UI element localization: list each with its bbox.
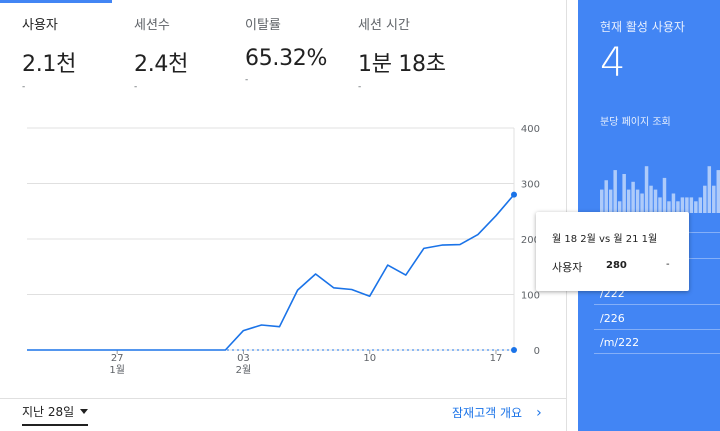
pageviews-bar xyxy=(622,174,626,213)
pageviews-bar xyxy=(689,197,694,213)
pageviews-bar xyxy=(685,197,689,213)
series-end-point xyxy=(511,191,517,198)
pageviews-bar xyxy=(604,180,608,213)
tooltip-metric-label: 사용자 xyxy=(552,261,583,274)
pageviews-bar xyxy=(671,193,676,213)
active-tab-indicator xyxy=(0,0,112,3)
pageviews-bar xyxy=(698,197,703,213)
metric-value: 2.1천 xyxy=(22,52,77,77)
pageviews-bar xyxy=(613,170,617,213)
x-tick-month-label: 2월 xyxy=(236,364,252,376)
x-tick-label: 10 xyxy=(363,353,376,364)
tooltip-metric-delta: - xyxy=(666,259,670,270)
metric-delta: - xyxy=(134,82,138,92)
realtime-page-row[interactable]: /m/222 xyxy=(600,336,640,349)
pageviews-bar xyxy=(617,201,622,213)
pageviews-bar xyxy=(640,193,644,213)
audience-overview-link[interactable]: 잠재고객 개요 › xyxy=(452,404,542,421)
realtime-divider xyxy=(594,304,720,305)
pageviews-bar xyxy=(649,185,653,213)
y-tick-label: 0 xyxy=(534,346,540,357)
overview-link-label: 잠재고객 개요 xyxy=(452,406,523,420)
metric-tab-users[interactable]: 사용자 2.1천 - xyxy=(22,14,76,92)
pageviews-bar xyxy=(694,201,698,213)
series-end-point xyxy=(511,347,517,353)
metric-label: 세션수 xyxy=(134,18,170,33)
metric-delta: - xyxy=(245,75,249,85)
pageviews-bar xyxy=(707,166,712,213)
metric-value: 1분 18초 xyxy=(358,52,446,77)
y-tick-label: 300 xyxy=(521,180,540,191)
y-tick-label: 100 xyxy=(521,291,540,302)
audience-card: 사용자 2.1천 - 세션수 2.4천 - 이탈률 65.32% - 세션 시간… xyxy=(0,0,567,431)
date-range-dropdown[interactable]: 지난 28일 xyxy=(22,403,89,426)
realtime-pageviews-label: 분당 페이지 조회 xyxy=(600,117,671,128)
realtime-divider xyxy=(594,353,720,354)
pageviews-bar xyxy=(712,185,716,213)
y-tick-label: 400 xyxy=(521,124,540,135)
users-series-line xyxy=(27,194,515,351)
realtime-page-row[interactable]: /226 xyxy=(600,312,625,325)
metric-value: 2.4천 xyxy=(134,52,189,77)
pageviews-bar xyxy=(716,170,720,213)
metric-delta: - xyxy=(358,82,362,92)
metric-delta: - xyxy=(22,82,26,92)
realtime-title: 현재 활성 사용자 xyxy=(600,20,685,34)
footer-divider xyxy=(0,398,567,399)
pageviews-bar xyxy=(631,181,635,213)
pageviews-bar xyxy=(703,185,707,213)
metric-label: 사용자 xyxy=(22,18,58,33)
realtime-active-count: 4 xyxy=(600,40,626,86)
metric-label: 이탈률 xyxy=(245,18,281,33)
metric-label: 세션 시간 xyxy=(358,18,410,33)
pageviews-bar xyxy=(608,189,613,213)
metric-value: 65.32% xyxy=(245,46,328,71)
chart-tooltip: 월 18 2월 vs 월 21 1월 사용자 280 - xyxy=(536,212,689,291)
pageviews-bar xyxy=(680,197,685,213)
metric-tab-sessions[interactable]: 세션수 2.4천 - xyxy=(134,14,188,92)
pageviews-bar xyxy=(676,201,680,213)
x-tick-label: 27 xyxy=(111,353,124,364)
chevron-right-icon: › xyxy=(536,404,542,421)
x-tick-label: 03 xyxy=(237,353,250,364)
pageviews-bar xyxy=(667,201,671,213)
realtime-divider xyxy=(594,329,720,330)
pageviews-bar xyxy=(653,189,658,213)
x-tick-label: 17 xyxy=(490,353,503,364)
metric-tab-session-duration[interactable]: 세션 시간 1분 18초 - xyxy=(358,14,446,92)
pageviews-bar xyxy=(662,177,667,213)
tooltip-metric-value: 280 xyxy=(606,260,627,271)
tooltip-date: 월 18 2월 vs 월 21 1월 xyxy=(552,234,658,245)
pageviews-bar xyxy=(626,189,631,213)
pageviews-bar xyxy=(658,197,662,213)
pageviews-bar xyxy=(635,189,640,213)
users-line-chart[interactable]: 400 300 200 100 0 27 1월 03 2월 10 17 xyxy=(0,118,567,388)
pageviews-bar xyxy=(600,189,604,213)
caret-down-icon xyxy=(80,409,89,414)
pageviews-per-minute-bars xyxy=(600,166,720,213)
pageviews-bar xyxy=(644,166,649,213)
x-tick-month-label: 1월 xyxy=(109,364,125,376)
date-range-label: 지난 28일 xyxy=(22,405,75,419)
y-tick-label: 200 xyxy=(521,235,540,246)
metric-tab-bounce-rate[interactable]: 이탈률 65.32% - xyxy=(245,14,327,85)
